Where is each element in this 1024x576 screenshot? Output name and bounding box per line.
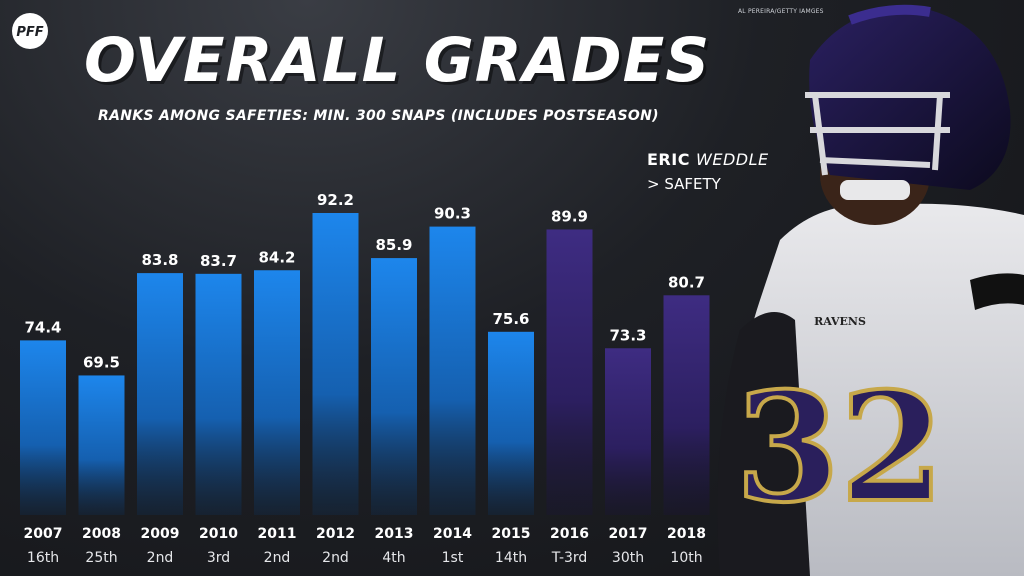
rank-label-2018: 10th (670, 550, 702, 566)
value-label-2018: 80.7 (668, 273, 705, 291)
rank-label-2016: T-3rd (551, 550, 588, 566)
bar-2007 (20, 340, 66, 515)
value-label-2015: 75.6 (492, 310, 529, 328)
x-tick-2016: 2016 (550, 526, 589, 542)
rank-label-2010: 3rd (207, 550, 230, 566)
rank-label-2014: 1st (442, 550, 464, 566)
jersey-number: 32 (736, 360, 945, 536)
bar-2013 (371, 258, 417, 515)
photo-credit: AL PEREIRA/GETTY IAMGES (738, 8, 824, 15)
value-label-2008: 69.5 (83, 353, 120, 371)
value-label-2017: 73.3 (609, 326, 646, 344)
pff-logo: PFF (12, 13, 48, 49)
bar-chart: 74.4 2007 16th 69.5 2008 25th 83.8 2009 2nd 83.7 2… (20, 191, 710, 566)
rank-label-2012: 2nd (322, 550, 349, 566)
bar-2014 (429, 226, 476, 515)
rank-label-2007: 16th (27, 550, 59, 566)
x-tick-2017: 2017 (609, 526, 648, 542)
x-tick-2010: 2010 (199, 526, 238, 542)
bar-2018 (663, 295, 710, 515)
value-label-2016: 89.9 (551, 207, 588, 225)
chart-title: OVERALL GRADES (84, 25, 711, 96)
player-first-name: ERIC (647, 150, 690, 169)
value-label-2014: 90.3 (434, 205, 471, 223)
jersey-team: RAVENS (814, 315, 866, 328)
value-label-2013: 85.9 (375, 236, 412, 254)
player-position: > SAFETY (647, 175, 721, 193)
x-tick-2015: 2015 (492, 526, 531, 542)
rank-label-2011: 2nd (264, 550, 291, 566)
bar-2009 (137, 273, 183, 515)
rank-label-2015: 14th (495, 550, 527, 566)
value-label-2009: 83.8 (141, 251, 178, 269)
x-tick-2013: 2013 (375, 526, 414, 542)
x-tick-2014: 2014 (433, 526, 472, 542)
chart-subtitle: RANKS AMONG SAFETIES: MIN. 300 SNAPS (IN… (98, 108, 659, 124)
bar-2010 (195, 273, 242, 515)
x-tick-2011: 2011 (258, 526, 297, 542)
player-name: ERIC WEDDLE (647, 150, 769, 169)
value-label-2007: 74.4 (24, 318, 61, 336)
pff-logo-text: PFF (16, 25, 43, 40)
x-tick-2007: 2007 (24, 526, 63, 542)
x-tick-2018: 2018 (667, 526, 706, 542)
bar-2012 (312, 213, 359, 515)
bar-2017 (605, 348, 651, 515)
x-tick-2012: 2012 (316, 526, 355, 542)
bar-2015 (488, 331, 534, 515)
value-label-2011: 84.2 (258, 248, 295, 266)
bar-2008 (78, 375, 125, 515)
value-label-2010: 83.7 (200, 252, 237, 270)
player-last-name: WEDDLE (696, 150, 769, 169)
x-tick-2008: 2008 (82, 526, 121, 542)
rank-label-2008: 25th (85, 550, 117, 566)
rank-label-2009: 2nd (147, 550, 174, 566)
rank-label-2013: 4th (382, 550, 405, 566)
bar-2011 (254, 270, 300, 515)
bar-2016 (546, 229, 593, 515)
player-photo: 32 RAVENS (717, 4, 1024, 576)
value-label-2012: 92.2 (317, 191, 354, 209)
x-tick-2009: 2009 (141, 526, 180, 542)
rank-label-2017: 30th (612, 550, 644, 566)
